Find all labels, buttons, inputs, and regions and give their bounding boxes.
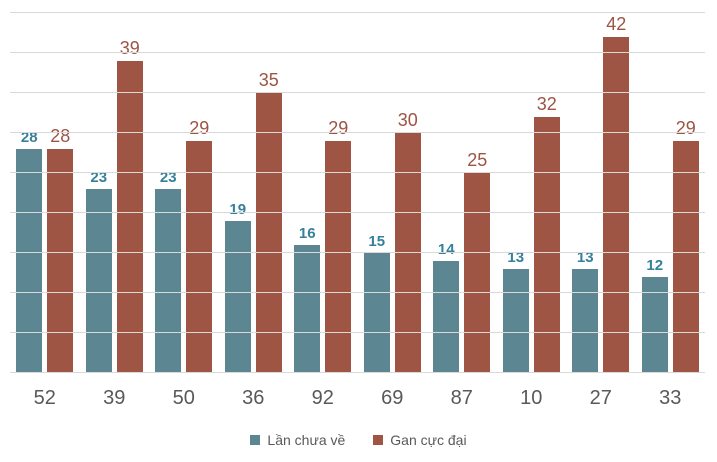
- bar-series1-39: 39: [116, 39, 143, 373]
- x-axis-label-27: 27: [589, 387, 612, 409]
- x-axis-label-92: 92: [311, 387, 334, 409]
- gridline: [10, 92, 705, 93]
- data-label-series1-52: 28: [50, 126, 71, 146]
- bar-series0-39: 23: [85, 170, 112, 373]
- data-label-series1-36: 35: [258, 70, 279, 90]
- data-label-series1-92: 29: [328, 118, 349, 138]
- bar-group-69: 15 30: [358, 13, 428, 373]
- data-label-series0-50: 23: [159, 169, 177, 186]
- bar-series0-33: 12: [641, 258, 668, 373]
- bar-series0-10: 13: [502, 250, 529, 373]
- data-label-series0-36: 19: [229, 201, 247, 218]
- data-label-series1-69: 30: [397, 110, 418, 130]
- data-label-series0-33: 12: [646, 257, 664, 274]
- x-axis-label-52: 52: [33, 387, 56, 409]
- bar-group-27: 13 42: [566, 13, 636, 373]
- bar-group-36: 19 35: [219, 13, 289, 373]
- bar-series0-36: 19: [224, 202, 251, 373]
- bar-series1-92: 29: [325, 119, 352, 373]
- bar-series1-52: 28: [47, 127, 74, 373]
- x-axis-label-50: 50: [172, 387, 195, 409]
- bar-series1-50: 29: [186, 119, 213, 373]
- x-axis-label-33: 33: [659, 387, 682, 409]
- data-label-series1-27: 42: [606, 14, 627, 34]
- x-axis-label-10: 10: [520, 387, 543, 409]
- data-label-series1-50: 29: [189, 118, 210, 138]
- legend-swatch-teal: [250, 435, 261, 445]
- data-label-series0-69: 15: [368, 233, 386, 250]
- gridline: [10, 332, 705, 333]
- gridline: [10, 212, 705, 213]
- legend-item-gan-cuc-dai: Gan cực đại: [373, 432, 467, 448]
- legend-item-lan-chua-ve: Lần chưa về: [250, 432, 345, 448]
- bar-series1-27: 42: [603, 15, 630, 373]
- x-axis-label-39: 39: [103, 387, 126, 409]
- data-label-series1-33: 29: [675, 118, 696, 138]
- bar-series0-52: 28: [16, 130, 43, 373]
- bar-series0-87: 14: [433, 242, 460, 373]
- bar-groups: 28 28 23 39 23 29 19 35 16 29 15 30 14 25 13 32 13 42 12 29: [10, 13, 705, 373]
- plot-area: 28 28 23 39 23 29 19 35 16 29 15 30 14 25 13 32 13 42 12 29: [10, 12, 705, 373]
- bar-group-33: 12 29: [636, 13, 706, 373]
- legend-label-gan-cuc-dai: Gan cực đại: [390, 432, 467, 448]
- bar-series1-10: 32: [533, 95, 560, 373]
- gridline: [10, 12, 705, 13]
- bar-series0-27: 13: [572, 250, 599, 373]
- data-label-series0-10: 13: [507, 249, 525, 266]
- bar-group-39: 23 39: [80, 13, 150, 373]
- data-label-series0-87: 14: [437, 241, 455, 258]
- data-label-series1-39: 39: [119, 38, 140, 58]
- bar-series1-87: 25: [464, 151, 491, 373]
- legend-label-lan-chua-ve: Lần chưa về: [267, 432, 346, 448]
- bar-group-92: 16 29: [288, 13, 358, 373]
- data-label-series1-87: 25: [467, 150, 488, 170]
- data-label-series0-27: 13: [576, 249, 594, 266]
- gridline: [10, 172, 705, 173]
- bar-group-87: 14 25: [427, 13, 497, 373]
- gridline: [10, 252, 705, 253]
- legend: Lần chưa về Gan cực đại: [0, 430, 717, 450]
- bar-series1-69: 30: [394, 111, 421, 373]
- bar-series1-33: 29: [672, 119, 699, 373]
- gridline: [10, 132, 705, 133]
- gridline: [10, 292, 705, 293]
- data-label-series0-52: 28: [20, 129, 38, 146]
- bar-group-52: 28 28: [10, 13, 80, 373]
- bar-series0-69: 15: [363, 234, 390, 373]
- bar-series1-36: 35: [255, 71, 282, 373]
- data-label-series1-10: 32: [536, 94, 557, 114]
- data-label-series0-39: 23: [90, 169, 108, 186]
- bar-group-50: 23 29: [149, 13, 219, 373]
- bar-series0-50: 23: [155, 170, 182, 373]
- x-axis-label-69: 69: [381, 387, 404, 409]
- gridline: [10, 52, 705, 53]
- bar-series0-92: 16: [294, 226, 321, 373]
- data-label-series0-92: 16: [298, 225, 316, 242]
- x-axis-label-36: 36: [242, 387, 265, 409]
- x-axis-labels: 52 39 50 36 92 69 87 10 27 33: [10, 382, 705, 414]
- x-axis-line: [10, 372, 705, 373]
- bar-group-10: 13 32: [497, 13, 567, 373]
- x-axis-label-87: 87: [450, 387, 473, 409]
- legend-swatch-red: [373, 435, 384, 445]
